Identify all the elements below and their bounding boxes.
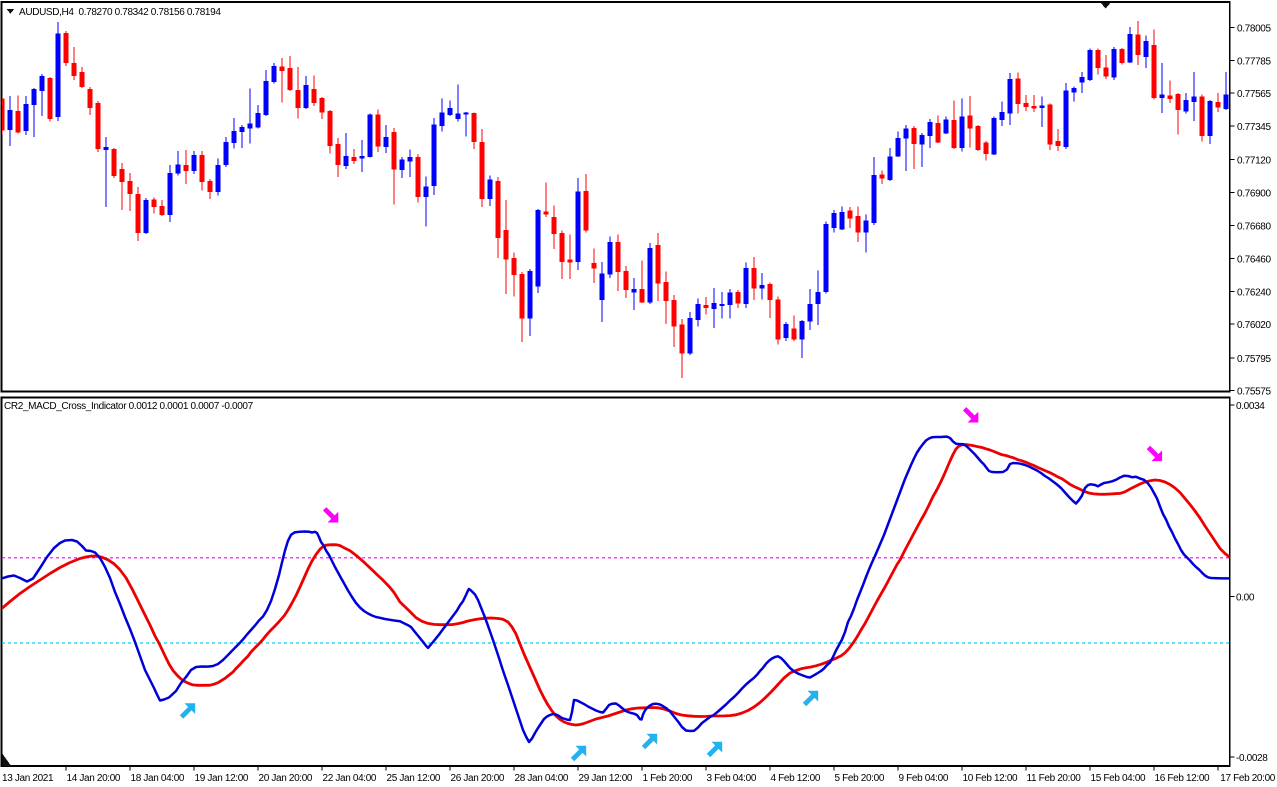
svg-text:13 Jan 2021: 13 Jan 2021 (2, 773, 54, 784)
svg-text:0.75795: 0.75795 (1237, 354, 1271, 365)
svg-text:3 Feb 04:00: 3 Feb 04:00 (707, 773, 757, 784)
svg-text:25 Jan 12:00: 25 Jan 12:00 (387, 773, 441, 784)
svg-text:10 Feb 12:00: 10 Feb 12:00 (963, 773, 1019, 784)
svg-text:0.77785: 0.77785 (1237, 56, 1271, 67)
svg-text:15 Feb 04:00: 15 Feb 04:00 (1091, 773, 1147, 784)
svg-text:0.77345: 0.77345 (1237, 122, 1271, 133)
svg-text:AUDUSD,H4 0.78270 0.78342 0.7: AUDUSD,H4 0.78270 0.78342 0.78156 0.7819… (19, 7, 221, 18)
svg-text:0.0034: 0.0034 (1236, 401, 1265, 412)
svg-text:11 Feb 20:00: 11 Feb 20:00 (1027, 773, 1082, 784)
svg-text:0.77120: 0.77120 (1237, 156, 1271, 167)
svg-text:22 Jan 04:00: 22 Jan 04:00 (323, 773, 377, 784)
svg-text:16 Feb 12:00: 16 Feb 12:00 (1155, 773, 1211, 784)
svg-text:0.00: 0.00 (1236, 593, 1255, 604)
svg-text:9 Feb 04:00: 9 Feb 04:00 (899, 773, 949, 784)
svg-text:4 Feb 12:00: 4 Feb 12:00 (771, 773, 821, 784)
svg-text:0.76680: 0.76680 (1237, 222, 1271, 233)
svg-text:17 Feb 20:00: 17 Feb 20:00 (1220, 773, 1276, 784)
svg-text:29 Jan 12:00: 29 Jan 12:00 (579, 773, 633, 784)
svg-text:0.76240: 0.76240 (1237, 287, 1271, 298)
svg-text:0.75575: 0.75575 (1237, 387, 1271, 398)
svg-text:19 Jan 12:00: 19 Jan 12:00 (195, 773, 249, 784)
svg-text:5 Feb 20:00: 5 Feb 20:00 (835, 773, 885, 784)
svg-text:0.77565: 0.77565 (1237, 89, 1271, 100)
svg-text:14 Jan 20:00: 14 Jan 20:00 (67, 773, 121, 784)
svg-text:28 Jan 04:00: 28 Jan 04:00 (515, 773, 569, 784)
svg-text:-0.0028: -0.0028 (1236, 753, 1268, 764)
svg-text:1 Feb 20:00: 1 Feb 20:00 (643, 773, 693, 784)
svg-text:0.76900: 0.76900 (1237, 189, 1271, 200)
svg-text:20 Jan 20:00: 20 Jan 20:00 (259, 773, 313, 784)
svg-text:CR2_MACD_Cross_Indicator 0.001: CR2_MACD_Cross_Indicator 0.0012 0.0001 0… (4, 401, 254, 412)
svg-text:0.76460: 0.76460 (1237, 254, 1271, 265)
svg-text:18 Jan 04:00: 18 Jan 04:00 (131, 773, 185, 784)
svg-text:0.78005: 0.78005 (1237, 23, 1271, 34)
svg-text:26 Jan 20:00: 26 Jan 20:00 (451, 773, 505, 784)
svg-text:0.76020: 0.76020 (1237, 320, 1271, 331)
